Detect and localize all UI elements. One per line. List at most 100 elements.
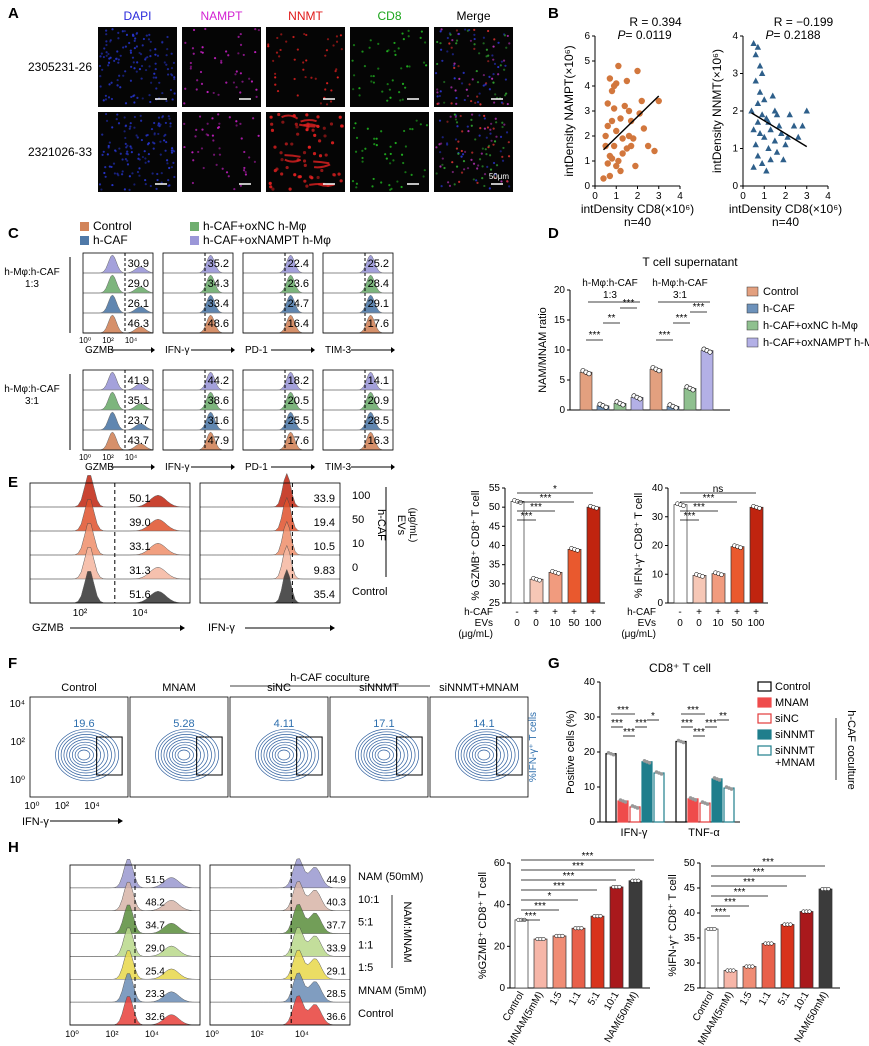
- condition-value: -: [515, 607, 518, 618]
- arrow-head: [391, 347, 395, 353]
- cell-signal: [454, 118, 458, 121]
- cell-signal: [119, 152, 122, 155]
- replicate-point: [750, 964, 755, 969]
- cell-signal: [302, 68, 305, 71]
- hcaf-label: h-CAF: [375, 509, 387, 541]
- cell-signal: [107, 52, 110, 56]
- contour-line: [469, 741, 502, 769]
- bar: [571, 927, 586, 989]
- row-label: 100: [352, 490, 370, 502]
- cell-signal: [504, 64, 507, 67]
- cell-signal: [468, 83, 471, 86]
- significance-label: ***: [705, 718, 717, 729]
- cell-signal: [401, 82, 405, 85]
- cell-signal: [199, 70, 203, 74]
- cell-signal: [402, 161, 405, 165]
- cell-signal: [471, 78, 474, 81]
- tick-label: 30: [684, 958, 696, 969]
- tick-label: 25: [684, 983, 696, 994]
- cell-signal: [149, 49, 152, 52]
- cell-signal: [443, 101, 446, 104]
- cell-signal: [355, 186, 358, 189]
- tick-label: 0: [584, 181, 590, 192]
- legend-label: Control: [93, 219, 132, 233]
- cell-signal: [173, 76, 176, 79]
- marker-label: IFN-γ: [208, 622, 235, 634]
- cell-signal: [305, 184, 309, 188]
- data-point: [600, 175, 607, 182]
- y-axis-label: % IFN-γ⁺ CD8⁺ T cell: [633, 493, 645, 598]
- cell-signal: [124, 136, 127, 140]
- tick-label: 2: [584, 131, 590, 142]
- cell-signal: [370, 80, 373, 83]
- gate-box: [396, 736, 423, 776]
- cell-signal: [255, 95, 258, 99]
- group-ratio: 1:3: [603, 290, 617, 301]
- cell-signal: [375, 137, 378, 140]
- cell-signal: [156, 54, 160, 57]
- gate-percent: 40.3: [327, 898, 347, 909]
- group-label: IFN-γ: [621, 827, 648, 839]
- bar: [529, 578, 544, 604]
- gate-percent: 20.9: [368, 395, 389, 407]
- cell-signal: [304, 75, 307, 79]
- cell-signal: [128, 188, 131, 191]
- legend-swatch: [757, 681, 772, 692]
- tick-label: 45: [489, 521, 501, 532]
- p-value: = 0.2188: [774, 28, 821, 42]
- significance-label: **: [608, 313, 616, 324]
- cell-signal: [318, 154, 323, 158]
- cell-signal: [140, 64, 144, 68]
- bar: [675, 740, 687, 823]
- plot-title: MNAM: [162, 682, 196, 694]
- significance-label: ***: [693, 302, 705, 313]
- cell-signal: [483, 173, 487, 176]
- gate-percent: 19.6: [73, 718, 94, 730]
- cell-signal: [253, 160, 256, 163]
- cell-signal: [120, 173, 124, 176]
- cell-signal: [338, 115, 342, 119]
- cell-signal: [492, 161, 496, 165]
- cell-signal: [501, 155, 504, 158]
- tick-label: 35: [489, 560, 501, 571]
- cell-signal: [485, 136, 488, 139]
- gate-percent: 39.0: [129, 517, 150, 529]
- tick-label: 30: [584, 712, 596, 723]
- panel-label-b: B: [548, 5, 559, 22]
- gate-percent: 44.9: [327, 875, 347, 886]
- tick-label: 20: [584, 747, 596, 758]
- cell-signal: [361, 156, 364, 160]
- data-point: [750, 40, 757, 46]
- data-point: [610, 142, 618, 150]
- gate-percent: 25.2: [368, 258, 389, 270]
- cell-signal: [104, 98, 108, 101]
- cell-signal: [281, 120, 285, 124]
- cell-signal: [467, 130, 470, 133]
- cell-signal: [124, 142, 127, 146]
- tick-label: 10⁰: [79, 453, 91, 462]
- marker-label: TIM-3: [325, 345, 352, 356]
- replicate-point: [738, 545, 743, 550]
- cell-signal: [235, 86, 238, 89]
- cell-signal: [401, 98, 404, 101]
- tick-label: 5: [559, 375, 565, 386]
- marker-label: GZMB: [85, 345, 114, 356]
- significance-label: ***: [635, 718, 647, 729]
- tick-label: 20: [652, 541, 664, 552]
- cell-signal: [131, 56, 135, 59]
- contour-frame: [129, 696, 229, 798]
- data-point: [754, 118, 762, 125]
- cell-signal: [154, 67, 157, 71]
- cell-signal: [372, 177, 375, 181]
- cell-signal: [486, 165, 489, 168]
- cell-signal: [373, 137, 376, 140]
- cell-signal: [335, 40, 339, 43]
- tick-label: 10⁰: [205, 1029, 219, 1039]
- tick-label: 1: [761, 191, 767, 202]
- significance-label: ***: [534, 901, 546, 912]
- cell-signal: [453, 62, 456, 65]
- cell-signal: [490, 139, 493, 142]
- cell-signal: [105, 54, 108, 57]
- panel-label-e: E: [8, 474, 18, 491]
- cell-signal: [124, 70, 127, 73]
